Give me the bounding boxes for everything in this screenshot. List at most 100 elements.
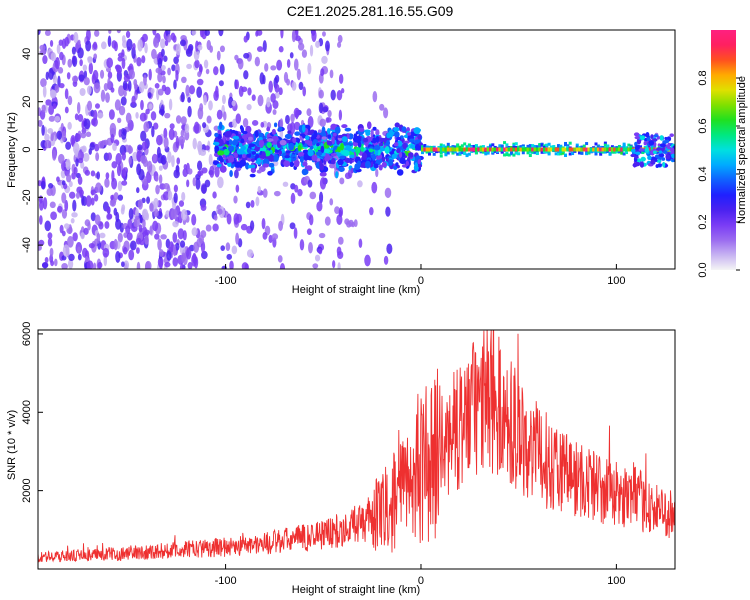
heatmap-cell xyxy=(437,145,441,149)
heatmap-cell xyxy=(112,142,117,152)
heatmap-cell xyxy=(503,153,507,157)
heatmap-cell xyxy=(150,88,155,94)
heatmap-cell xyxy=(311,154,318,162)
heatmap-cell xyxy=(165,210,171,218)
heatmap-cell xyxy=(161,84,167,92)
heatmap-cell xyxy=(181,76,187,84)
heatmap-cell xyxy=(82,64,88,72)
heatmap-cell xyxy=(620,147,623,152)
heatmap-cell xyxy=(121,204,126,212)
heatmap-cell xyxy=(218,154,223,162)
heatmap-cell xyxy=(42,85,47,98)
heatmap-cell xyxy=(336,146,342,152)
heatmap-cell xyxy=(596,145,600,149)
heatmap-cell xyxy=(126,38,133,51)
heatmap-cell xyxy=(187,97,192,103)
heatmap-cell xyxy=(141,197,146,204)
heatmap-cell xyxy=(361,152,368,159)
heatmap-cell xyxy=(52,149,57,161)
heatmap-cell xyxy=(251,120,259,126)
heatmap-cell xyxy=(213,90,219,102)
heatmap-cell xyxy=(587,147,591,152)
heatmap-cell xyxy=(270,93,276,103)
heatmap-cell xyxy=(106,57,114,69)
heatmap-cell xyxy=(49,247,54,257)
heatmap-cell xyxy=(193,241,200,253)
heatmap-cell xyxy=(340,88,345,94)
heatmap-cell xyxy=(217,208,223,215)
heatmap-cell xyxy=(316,142,320,147)
heatmap-cell xyxy=(465,154,469,158)
heatmap-cell xyxy=(547,152,551,156)
heatmap-cell xyxy=(94,214,101,226)
heatmap-cell xyxy=(662,161,666,168)
heatmap-cell xyxy=(120,96,127,106)
heatmap-cell xyxy=(639,135,646,141)
heatmap-cell xyxy=(193,49,200,61)
heatmap-cell xyxy=(44,30,51,36)
heatmap-cell xyxy=(247,136,253,141)
heatmap-cell xyxy=(140,99,144,111)
heatmap-cell xyxy=(67,95,73,106)
heatmap-cell xyxy=(566,145,570,149)
heatmap-cell xyxy=(121,151,126,161)
heatmap-cell xyxy=(218,30,224,37)
heatmap-cell xyxy=(256,30,263,36)
heatmap-cell xyxy=(580,151,584,155)
heatmap-cell xyxy=(414,162,419,170)
heatmap-cell xyxy=(552,145,556,149)
heatmap-cell xyxy=(148,68,152,81)
heatmap-cell xyxy=(87,56,93,62)
heatmap-cell xyxy=(396,147,401,154)
heatmap-cell xyxy=(73,166,78,175)
heatmap-cell xyxy=(322,31,326,37)
heatmap-cell xyxy=(80,132,87,139)
colorbar: 0.0 0.2 0.4 0.6 0.8 Normalized spectral ampl… xyxy=(697,30,748,278)
heatmap-cell xyxy=(194,59,200,69)
heatmap-cell xyxy=(297,144,302,152)
heatmap-cell xyxy=(491,150,495,154)
heatmap-cell xyxy=(627,147,630,152)
heatmap-cell xyxy=(540,143,544,147)
heatmap-cell xyxy=(50,211,57,220)
heatmap-cell xyxy=(78,189,84,197)
heatmap-cell xyxy=(123,74,131,82)
heatmap-cell xyxy=(100,89,106,102)
heatmap-cell xyxy=(585,142,589,146)
heatmap-cell xyxy=(41,104,46,113)
heatmap-cell xyxy=(330,157,336,165)
heatmap-cell xyxy=(301,168,308,176)
heatmap-cell xyxy=(141,55,146,64)
heatmap-cell xyxy=(273,190,281,197)
heatmap-cell xyxy=(213,66,219,76)
heatmap-cell xyxy=(49,39,54,47)
heatmap-cell xyxy=(50,131,54,142)
heatmap-cell xyxy=(630,153,636,158)
heatmap-cell xyxy=(379,103,385,111)
heatmap-cell xyxy=(39,199,44,211)
heatmap-cell xyxy=(85,131,92,138)
heatmap-cell xyxy=(234,146,240,150)
heatmap-cell xyxy=(237,238,243,248)
heatmap-cell xyxy=(94,103,100,109)
heatmap-cell xyxy=(256,169,262,174)
heatmap-cell xyxy=(163,136,169,149)
heatmap-cell xyxy=(136,261,141,269)
heatmap-cell xyxy=(216,109,223,120)
heatmap-cell xyxy=(592,147,595,152)
heatmap-cell xyxy=(486,147,490,152)
heatmap-cell xyxy=(512,145,516,149)
heatmap-cell xyxy=(268,162,275,168)
heatmap-cell xyxy=(197,71,202,78)
heatmap-cell xyxy=(209,45,213,53)
heatmap-cell xyxy=(655,150,659,154)
heatmap-cell xyxy=(54,258,58,267)
heatmap-cell xyxy=(603,141,607,145)
heatmap-cell xyxy=(284,133,292,140)
heatmap-cell xyxy=(226,140,230,145)
heatmap-cell xyxy=(176,157,181,165)
heatmap-cell xyxy=(202,122,207,129)
heatmap-cell xyxy=(160,38,166,49)
snr-y-label: SNR (10 * v/v) xyxy=(6,410,18,480)
heatmap-cell xyxy=(606,147,609,152)
